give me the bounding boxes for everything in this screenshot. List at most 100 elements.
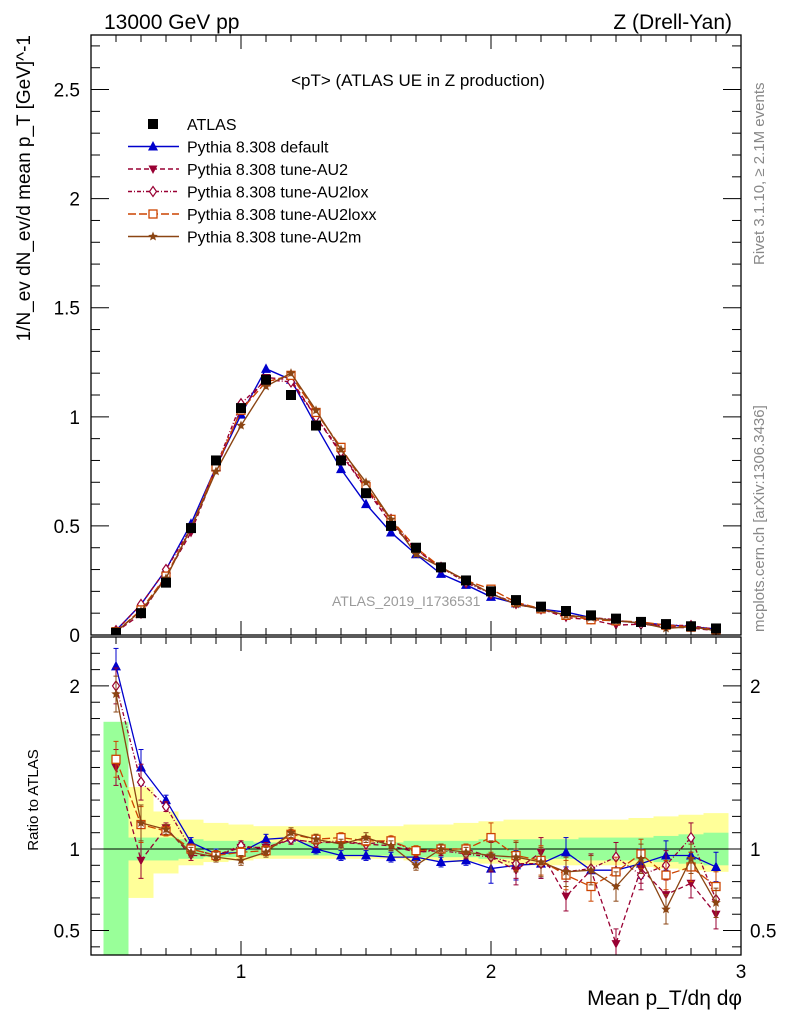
ratio-point xyxy=(436,844,446,854)
ratio-point xyxy=(561,866,571,876)
data-point xyxy=(311,420,321,431)
ratio-point xyxy=(611,940,621,949)
y-axis-title: 1/N_ev dN_ev/d mean p_T [GeV]^-1 xyxy=(14,35,35,341)
ratio-point xyxy=(336,850,346,860)
ratio-y-axis-title: Ratio to ATLAS xyxy=(25,749,42,850)
legend-entry: Pythia 8.308 tune-AU2m xyxy=(128,230,361,247)
data-point xyxy=(611,613,621,624)
legend-marker xyxy=(148,141,158,151)
data-point xyxy=(261,374,271,385)
ratio-point xyxy=(361,850,371,860)
y-tick-label: 1.5 xyxy=(54,299,80,320)
data-point xyxy=(411,542,421,553)
ratio-point xyxy=(236,855,246,865)
ratio-point xyxy=(411,845,421,856)
ratio-point xyxy=(561,892,571,902)
data-point xyxy=(561,606,571,616)
data-point xyxy=(361,488,371,499)
ratio-point xyxy=(311,834,321,844)
data-point xyxy=(586,610,596,621)
legend-label: Pythia 8.308 default xyxy=(187,140,329,157)
data-point xyxy=(236,403,246,414)
ratio-point xyxy=(436,856,446,867)
data-point xyxy=(286,390,296,400)
ratio-point xyxy=(611,881,621,891)
ratio-point xyxy=(661,904,671,914)
y-tick-label: 2.5 xyxy=(54,81,80,102)
y-tick-label: 0 xyxy=(69,626,80,647)
ratio-point xyxy=(361,832,371,842)
data-series xyxy=(111,374,721,635)
plot-title: <pT> (ATLAS UE in Z production) xyxy=(291,71,545,90)
series-point xyxy=(386,526,396,537)
ratio-point xyxy=(661,870,671,880)
ratio-point xyxy=(711,861,721,871)
legend-marker xyxy=(148,231,158,241)
data-point xyxy=(186,523,196,534)
series-point xyxy=(311,405,321,415)
ratio-point xyxy=(386,851,396,862)
data-point xyxy=(386,520,396,531)
legend-marker xyxy=(148,119,158,129)
x-tick-label: 2 xyxy=(486,962,497,983)
series-line xyxy=(115,367,717,631)
legend-label: Pythia 8.308 tune-AU2 xyxy=(187,162,348,179)
legend-entry: Pythia 8.308 default xyxy=(128,140,329,157)
data-point xyxy=(461,575,471,586)
ratio-point xyxy=(461,847,471,857)
ratio-point xyxy=(186,847,196,857)
legend-label: Pythia 8.308 tune-AU2lox xyxy=(187,185,368,202)
ratio-y-tick-label: 1 xyxy=(69,840,80,861)
mcplots-label: mcplots.cern.ch [arXiv:1306.3436] xyxy=(751,405,768,632)
series-point xyxy=(361,477,371,487)
legend-label: Pythia 8.308 tune-AU2m xyxy=(187,230,361,247)
ratio-frame xyxy=(90,636,742,956)
ratio-point xyxy=(111,689,121,699)
ratio-point xyxy=(486,850,496,860)
data-point xyxy=(661,619,671,630)
ratio-y-tick-label-right: 0.5 xyxy=(750,922,776,943)
x-axis-title: Mean p_T/dη dφ xyxy=(587,987,742,1010)
x-tick-label: 3 xyxy=(736,962,747,983)
ratio-point xyxy=(261,847,271,857)
ratio-point xyxy=(161,824,171,834)
ratio-point xyxy=(136,817,146,827)
ratio-point xyxy=(211,852,221,862)
data-point xyxy=(486,586,496,597)
legend-label: ATLAS xyxy=(187,117,237,134)
data-point xyxy=(136,608,146,619)
legend-label: Pythia 8.308 tune-AU2loxx xyxy=(187,207,376,224)
ratio-line xyxy=(115,693,717,911)
data-point xyxy=(636,616,646,627)
ratio-series-5 xyxy=(111,675,721,925)
ratio-point xyxy=(136,776,146,789)
analysis-label: ATLAS_2019_I1736531 xyxy=(332,593,481,609)
ratio-point xyxy=(286,827,296,837)
legend-marker xyxy=(148,165,158,174)
ratio-y-tick-label: 0.5 xyxy=(54,922,80,943)
ratio-point xyxy=(686,831,696,844)
ratio-y-tick-label-right: 2 xyxy=(750,677,761,698)
data-point xyxy=(336,455,346,466)
series-point xyxy=(236,420,246,430)
legend-entry: Pythia 8.308 tune-AU2 xyxy=(128,162,348,179)
data-point xyxy=(211,455,221,466)
ratio-point xyxy=(586,865,596,875)
data-point xyxy=(686,621,696,632)
ratio-point xyxy=(386,840,396,850)
legend: ATLAS Pythia 8.308 default Pythia 8.308 tu… xyxy=(128,117,376,247)
series-point xyxy=(286,368,296,378)
ratio-y-tick-label-right: 1 xyxy=(750,840,761,861)
ratio-point xyxy=(261,833,271,844)
ratio-point xyxy=(411,860,421,870)
ratio-point xyxy=(561,846,571,857)
ratio-point xyxy=(161,800,171,813)
ratio-point xyxy=(111,754,121,764)
header-left: 13000 GeV pp xyxy=(104,11,239,34)
x-tick-label: 1 xyxy=(236,962,247,983)
ratio-point xyxy=(711,897,721,907)
data-point xyxy=(161,577,171,588)
series-point xyxy=(411,549,421,559)
